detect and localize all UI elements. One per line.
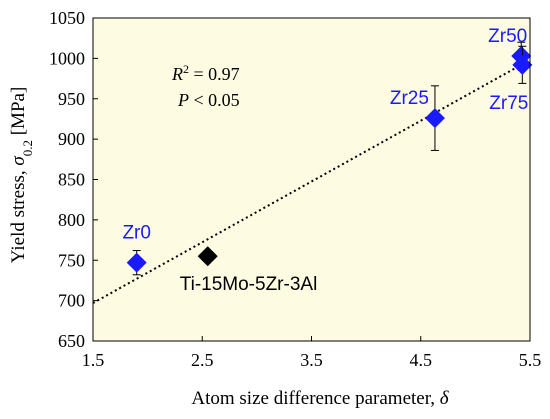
plot-area bbox=[93, 18, 530, 341]
y-tick-label: 950 bbox=[58, 89, 85, 109]
point-label: Zr75 bbox=[489, 93, 528, 114]
data-point-zr0 bbox=[126, 252, 147, 273]
p-value-annotation: P < 0.05 bbox=[177, 90, 240, 110]
x-tick-label: 1.5 bbox=[82, 350, 105, 370]
x-tick-label: 5.5 bbox=[519, 350, 542, 370]
y-tick-label: 700 bbox=[58, 291, 85, 311]
data-point-zr75 bbox=[512, 54, 533, 75]
x-tick-label: 4.5 bbox=[410, 350, 433, 370]
trendline bbox=[92, 59, 531, 304]
point-label: Zr25 bbox=[390, 88, 429, 109]
point-label: Ti-15Mo-5Zr-3Al bbox=[180, 274, 318, 295]
y-tick-label: 650 bbox=[58, 331, 85, 351]
r-squared-annotation: R2 = 0.97 bbox=[171, 62, 240, 84]
y-axis-title: Yield stress, σ0.2 [MPa] bbox=[8, 87, 35, 264]
y-tick-label: 850 bbox=[58, 170, 85, 190]
point-label: Zr50 bbox=[488, 26, 527, 47]
x-axis-title: Atom size difference parameter, δ bbox=[191, 388, 449, 409]
y-tick-label: 1000 bbox=[49, 48, 85, 68]
data-point-zr25 bbox=[424, 108, 445, 129]
plot-frame bbox=[92, 17, 531, 342]
point-label: Zr0 bbox=[122, 223, 151, 244]
y-tick-label: 1050 bbox=[49, 8, 85, 28]
y-tick-label: 750 bbox=[58, 250, 85, 270]
data-point-ti-15mo-5zr-3al bbox=[197, 246, 218, 267]
y-tick-label: 800 bbox=[58, 210, 85, 230]
y-tick-label: 900 bbox=[58, 129, 85, 149]
x-tick-label: 2.5 bbox=[191, 350, 214, 370]
x-tick-label: 3.5 bbox=[300, 350, 323, 370]
